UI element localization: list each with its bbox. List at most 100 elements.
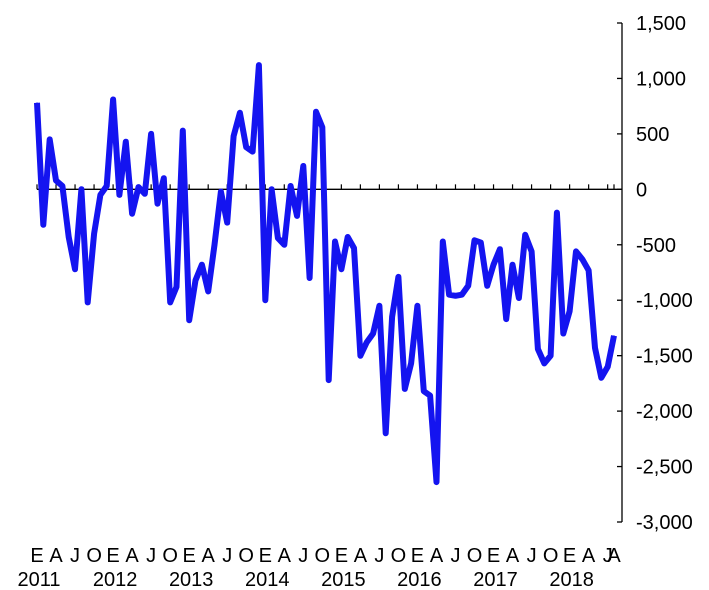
data-point <box>429 395 431 397</box>
x-month-label: A <box>202 545 216 567</box>
data-point <box>474 239 475 241</box>
data-point <box>512 264 513 266</box>
data-point <box>68 236 70 238</box>
data-point <box>397 276 399 278</box>
data-point <box>144 193 146 195</box>
y-tick-label: 1,500 <box>636 13 686 35</box>
data-point <box>404 388 406 390</box>
x-month-label: J <box>222 545 232 567</box>
x-month-label: J <box>451 545 461 567</box>
data-point <box>214 244 215 246</box>
data-point <box>594 347 596 349</box>
data-point <box>442 241 444 242</box>
data-point <box>461 294 463 296</box>
data-point <box>112 99 114 100</box>
data-point <box>296 215 298 217</box>
data-point <box>93 233 95 235</box>
x-year-label: 2014 <box>245 569 290 590</box>
data-point <box>157 203 158 205</box>
data-point <box>524 234 526 236</box>
x-month-label: E <box>30 545 43 567</box>
y-tick-label: 1,000 <box>636 68 686 90</box>
x-month-label: E <box>411 545 424 567</box>
data-point <box>423 390 425 392</box>
data-point <box>588 269 590 271</box>
x-month-label: A <box>354 545 368 567</box>
data-point <box>359 355 361 357</box>
data-point <box>486 285 488 287</box>
data-point <box>416 305 418 307</box>
data-point <box>531 250 533 252</box>
data-point <box>562 333 564 334</box>
data-point <box>499 248 501 250</box>
x-month-label: O <box>162 545 178 567</box>
data-point <box>176 286 177 288</box>
data-point <box>188 319 190 321</box>
y-tick-label: 0 <box>636 179 647 201</box>
x-month-label: J <box>298 545 308 567</box>
data-point <box>150 133 152 135</box>
data-point <box>195 279 196 281</box>
x-month-label: E <box>563 545 576 567</box>
data-point <box>264 299 266 301</box>
data-point <box>366 341 368 343</box>
x-month-label: A <box>278 545 292 567</box>
y-tick-label: -2,000 <box>636 401 693 423</box>
data-point <box>233 135 235 137</box>
x-month-label: E <box>259 545 272 567</box>
x-month-label: O <box>238 545 254 567</box>
data-point <box>87 301 89 303</box>
data-point <box>436 481 437 483</box>
data-point <box>328 379 330 381</box>
data-point <box>239 112 241 114</box>
data-point <box>163 177 165 179</box>
data-point <box>575 250 577 252</box>
x-month-label: A <box>430 545 444 567</box>
x-month-label: O <box>543 545 559 567</box>
data-point <box>550 355 552 357</box>
data-point <box>138 186 139 188</box>
x-year-label: 2012 <box>93 569 138 590</box>
x-year-label: 2013 <box>169 569 214 590</box>
x-month-label: A <box>506 545 520 567</box>
x-month-label: J <box>70 545 80 567</box>
x-month-label: O <box>315 545 331 567</box>
data-point <box>321 126 323 128</box>
data-point <box>569 310 571 312</box>
data-point <box>258 64 260 66</box>
x-year-label: 2011 <box>17 569 60 590</box>
data-point <box>410 362 412 364</box>
data-point <box>207 290 209 292</box>
x-month-label: O <box>391 545 407 567</box>
y-tick-label: 500 <box>636 124 669 146</box>
x-month-label: E <box>183 545 196 567</box>
data-point <box>385 432 387 434</box>
data-point <box>518 297 520 299</box>
data-point <box>74 268 76 270</box>
data-point <box>600 377 602 379</box>
data-point <box>245 146 247 148</box>
x-month-label: A <box>582 545 596 567</box>
data-point <box>378 305 380 307</box>
data-point <box>543 362 545 364</box>
data-point <box>353 247 355 249</box>
data-point <box>581 258 583 260</box>
data-point <box>42 224 44 226</box>
data-point <box>467 285 469 287</box>
y-tick-label: -1,000 <box>636 290 693 312</box>
data-point <box>220 191 222 193</box>
x-month-label: J <box>374 545 384 567</box>
data-point <box>334 241 336 242</box>
x-month-label: O <box>467 545 483 567</box>
x-month-label: E <box>106 545 119 567</box>
data-point <box>271 188 273 190</box>
y-tick-label: -2,500 <box>636 457 693 479</box>
y-tick-label: -500 <box>636 235 676 257</box>
data-point <box>480 242 482 244</box>
x-month-label: A <box>49 545 63 567</box>
data-point <box>226 222 228 224</box>
data-point <box>505 318 507 320</box>
data-point <box>315 111 317 113</box>
